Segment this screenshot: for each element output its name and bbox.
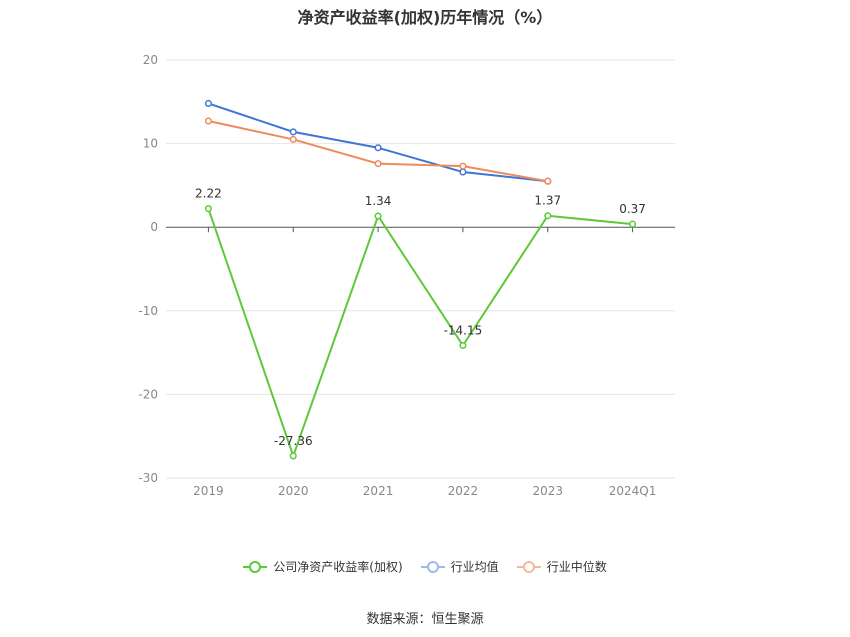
series-point-2	[544, 177, 552, 185]
legend-item-industry-mean[interactable]: 行业均值	[420, 558, 499, 575]
series-line-1	[208, 102, 548, 183]
series-point-0	[204, 205, 212, 213]
legend-swatch-company	[243, 560, 268, 573]
series-point-2	[204, 117, 212, 125]
y-tick-label: -20	[138, 387, 158, 401]
data-label: -14.15	[444, 323, 483, 337]
data-label: 1.37	[534, 194, 561, 208]
y-tick-label: 20	[143, 53, 158, 67]
series-point-0	[459, 341, 467, 350]
legend-swatch-industry-median	[516, 560, 541, 573]
series-point-0	[374, 212, 382, 220]
series-point-0	[289, 452, 297, 460]
data-labels: 2.22 -27.36 1.34 -14.15 1.37 0.37	[195, 187, 646, 448]
legend-item-industry-median[interactable]: 行业中位数	[516, 558, 607, 575]
x-tick-label: 2022	[448, 484, 479, 498]
legend: 公司净资产收益率(加权) 行业均值 行业中位数	[0, 558, 850, 575]
chart-title: 净资产收益率(加权)历年情况（%）	[297, 8, 553, 27]
series-lines	[204, 99, 637, 460]
series-point-1	[459, 168, 467, 176]
x-tick-label: 2021	[363, 484, 394, 498]
series-point-1	[374, 144, 382, 152]
x-tick-label: 2024Q1	[609, 484, 657, 498]
x-tick-label: 2019	[193, 484, 224, 498]
series-point-1	[289, 128, 297, 136]
series-point-2	[289, 135, 297, 143]
legend-label-company: 公司净资产收益率(加权)	[273, 560, 403, 574]
series-line-0	[207, 208, 633, 457]
legend-item-company[interactable]: 公司净资产收益率(加权)	[243, 558, 403, 575]
series-point-0	[629, 220, 637, 228]
series-point-2	[374, 160, 382, 168]
data-label: 1.34	[365, 194, 392, 208]
series-point-2	[459, 162, 467, 170]
x-tick-label: 2023	[532, 484, 563, 498]
y-tick-label: -10	[138, 304, 158, 318]
x-tick-label: 2020	[278, 484, 309, 498]
y-tick-label: -30	[138, 471, 158, 485]
y-tick-label: 10	[143, 137, 158, 151]
legend-label-industry-mean: 行业均值	[450, 560, 499, 574]
series-point-0	[544, 212, 552, 220]
grid-lines	[166, 59, 675, 479]
series-point-1	[204, 99, 212, 108]
y-tick-label: 0	[150, 220, 158, 234]
axes: 20 10 0 -10 -20 -30 2019 2020 2021 2022 2023 2024Q1	[138, 53, 656, 498]
data-source: 数据来源：恒生聚源	[366, 612, 484, 627]
data-label: -27.36	[274, 434, 313, 448]
legend-label-industry-median: 行业中位数	[546, 560, 607, 574]
legend-swatch-industry-mean	[420, 560, 445, 573]
data-label: 0.37	[619, 202, 646, 216]
data-label: 2.22	[195, 187, 222, 201]
